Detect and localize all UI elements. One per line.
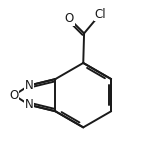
Text: Cl: Cl bbox=[94, 8, 106, 20]
Text: N: N bbox=[25, 98, 33, 111]
Text: N: N bbox=[25, 79, 33, 92]
Text: O: O bbox=[10, 89, 19, 102]
Text: O: O bbox=[65, 12, 74, 25]
